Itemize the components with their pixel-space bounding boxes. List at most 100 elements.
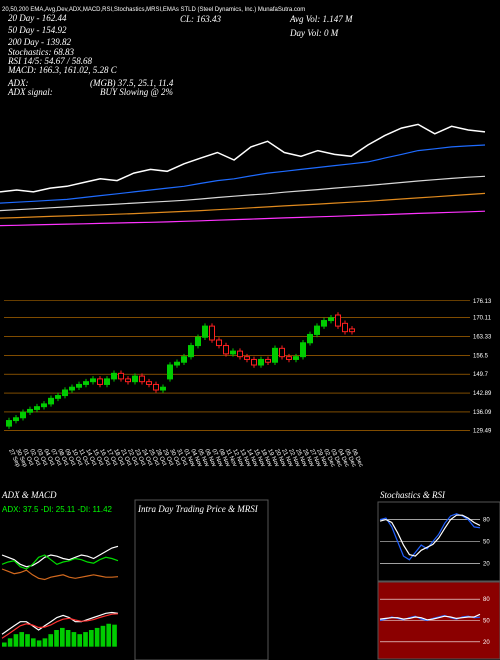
candle-body: [174, 361, 180, 366]
plots: 176.13 170.11 163.33 156.5 149.7 142.89 136.09…: [0, 123, 500, 660]
series-line: [1, 568, 119, 581]
series-line: [1, 554, 119, 570]
candle-body: [188, 345, 194, 358]
y-tick-label: 20: [483, 561, 490, 567]
panel-title: ADX & MACD: [1, 490, 57, 500]
series-line: [0, 123, 486, 193]
macd-text: MACD: 166.3, 161.02, 5.28 C: [7, 65, 118, 75]
candle-body: [111, 372, 117, 380]
macd-bar: [19, 632, 25, 647]
candle-body: [90, 378, 96, 383]
candle-body: [349, 328, 355, 333]
macd-bar: [71, 632, 77, 647]
candle-body: [244, 356, 250, 360]
rsi-text: RSI 14/5: 54.67 / 58.68: [7, 56, 92, 66]
macd-bar: [106, 623, 112, 647]
y-tick-label: 156.5: [473, 353, 489, 359]
intraday-panel: [134, 499, 269, 660]
candle-body: [6, 420, 12, 427]
y-tick-label: 149.7: [473, 372, 489, 378]
candle-body: [328, 317, 334, 322]
y-tick-label: 142.89: [473, 391, 492, 397]
candle-body: [20, 411, 26, 419]
macd-bar: [42, 638, 48, 647]
adx-value: (MGB) 37.5, 25.1, 11.4: [90, 78, 174, 88]
candle-body: [300, 342, 306, 358]
candle-body: [132, 375, 138, 383]
series-line: [379, 514, 481, 557]
macd-bar: [100, 625, 106, 647]
candle-body: [209, 325, 215, 341]
candle-body: [251, 358, 257, 366]
candle-body: [293, 356, 299, 360]
panel-title: Stochastics & RSI: [380, 490, 446, 500]
day-vol: Day Vol: 0 M: [289, 28, 339, 38]
macd-bar: [13, 634, 19, 647]
candle-body: [160, 386, 166, 391]
candle-body: [195, 336, 201, 347]
y-tick-label: 163.33: [473, 334, 492, 340]
candle-body: [286, 356, 292, 360]
candle-body: [342, 322, 348, 333]
candle-body: [216, 339, 222, 347]
series-line: [1, 613, 119, 639]
avg-vol: Avg Vol: 1.147 M: [289, 14, 353, 24]
candle-body: [314, 325, 320, 335]
macd-bar: [48, 634, 54, 647]
candle-body: [48, 397, 54, 405]
series-line: [1, 611, 119, 635]
y-tick-label: 80: [483, 518, 490, 524]
candle-body: [265, 358, 271, 363]
macd-bar: [60, 627, 65, 647]
candle-body: [41, 403, 47, 408]
candle-body: [62, 389, 68, 397]
candle-body: [146, 381, 152, 385]
macd-bar: [83, 632, 88, 647]
y-tick-label: 50: [483, 540, 490, 546]
candle-body: [202, 325, 208, 338]
macd-bar: [25, 634, 30, 647]
y-tick-label: 170.11: [473, 315, 492, 321]
series-line: [379, 613, 481, 621]
candle-body: [279, 347, 285, 358]
candle-body: [76, 383, 82, 388]
series-line: [0, 210, 486, 227]
ema200-text: 200 Day - 139.82: [8, 37, 71, 47]
adx-signal: BUY Slowing @ 2%: [100, 87, 173, 97]
candle-body: [258, 358, 264, 366]
candle-body: [321, 320, 327, 327]
candle-body: [13, 417, 19, 422]
y-tick-label: 50: [483, 619, 490, 625]
ema50-text: 50 Day - 154.92: [8, 25, 67, 35]
macd-bar: [77, 634, 83, 647]
macd-bar: [7, 638, 13, 647]
y-tick-label: 176.13: [473, 299, 492, 305]
candle-body: [167, 364, 173, 380]
candle-body: [125, 378, 131, 383]
candle-body: [139, 375, 145, 383]
series-line: [0, 175, 486, 212]
candle-body: [34, 406, 40, 410]
series-line: [0, 144, 486, 204]
candle-body: [230, 350, 236, 355]
macd-bar: [89, 630, 94, 647]
banner: 20,50,200 EMA,Avg,Dev,ADX,MACD,RSI,Stoch…: [2, 7, 305, 13]
series-line: [0, 192, 486, 219]
candle-body: [223, 345, 229, 355]
adx-signal-label: ADX signal:: [7, 87, 53, 97]
stochastics-text: Stochastics: 68.83: [8, 47, 74, 57]
panel-subtitle: ADX: 37.5 -DI: 25.11 -DI: 11.42: [2, 505, 113, 514]
y-tick-label: 80: [483, 597, 490, 603]
macd-bar: [31, 638, 36, 647]
candle-body: [118, 372, 124, 380]
macd-bar: [54, 630, 59, 647]
candle-body: [83, 381, 89, 385]
macd-bar: [65, 630, 71, 647]
y-tick-label: 136.09: [473, 410, 492, 416]
candle-body: [69, 386, 75, 391]
candle-body: [307, 333, 313, 344]
candle-body: [181, 356, 187, 363]
macd-bar: [36, 640, 42, 647]
candle-body: [27, 408, 33, 413]
